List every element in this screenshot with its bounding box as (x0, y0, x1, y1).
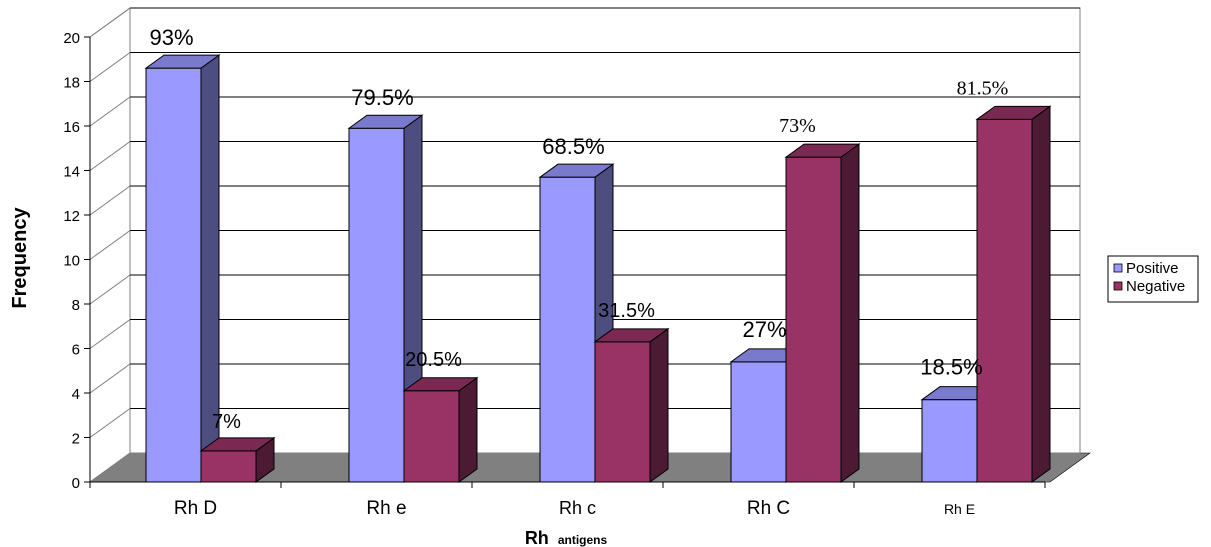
y-tick-label: 4 (72, 386, 80, 403)
gridline-side (89, 96, 131, 127)
y-tick-label: 12 (63, 208, 80, 225)
bar-positive-1 (348, 127, 405, 483)
bar-side (840, 143, 860, 483)
bar-top (593, 328, 670, 343)
bar-positive-0 (145, 67, 202, 483)
gridline-side (89, 141, 131, 171)
x-tick-label: Rh D (174, 498, 217, 519)
data-label-positive-0: 93% (149, 25, 193, 50)
data-label-negative-0: 7% (212, 411, 241, 433)
x-axis: Rh D Rh e Rh c Rh C Rh E (89, 481, 1046, 519)
data-label-negative-1: 20.5% (405, 349, 462, 371)
bar-top (199, 437, 276, 452)
y-tick-label: 2 (72, 431, 80, 448)
bar-positive-2 (539, 176, 596, 483)
bar-side (649, 327, 669, 483)
x-axis-title-sub: antigens (558, 533, 608, 547)
y-tick-label: 6 (72, 342, 80, 359)
y-tick-label: 14 (63, 164, 80, 181)
bar-top (402, 377, 479, 392)
data-labels: 93% 7% 79.5% 20.5% 68.5% 31.5% 27% 73% 18.5% 81.5… (149, 25, 1008, 433)
bar-top (347, 114, 424, 129)
y-tick-label: 10 (63, 253, 80, 270)
data-label-positive-3: 27% (742, 317, 786, 342)
bar-negative-3 (785, 156, 842, 483)
bar-negative-4 (976, 118, 1033, 483)
x-axis-title-main: Rh (525, 528, 549, 547)
gridline-side (89, 230, 131, 260)
bar-negative-0 (200, 450, 257, 483)
data-label-positive-4: 18.5% (920, 355, 982, 380)
x-tick-label: Rh E (944, 501, 975, 517)
bar-top (144, 54, 221, 69)
bar-top (538, 163, 615, 178)
legend-box (1107, 255, 1199, 303)
bars-group (144, 54, 1052, 483)
data-label-positive-2: 68.5% (542, 134, 604, 159)
bar-top (784, 143, 861, 158)
bar-side (458, 376, 478, 483)
data-label-negative-4: 81.5% (957, 77, 1009, 99)
x-axis-title: Rh antigens (525, 528, 608, 547)
gridline-side (89, 185, 131, 216)
y-tick-label: 0 (72, 475, 80, 492)
legend: Positive Negative (1107, 255, 1199, 303)
gridline-side (89, 274, 131, 305)
data-label-negative-3: 73% (779, 115, 816, 137)
bar-side (1031, 105, 1051, 483)
gridline-side (89, 319, 131, 349)
legend-label-negative: Negative (1126, 278, 1185, 295)
y-tick-label: 16 (63, 119, 80, 136)
legend-label-positive: Positive (1126, 260, 1179, 277)
bar-negative-2 (594, 341, 651, 483)
gridline-side (89, 7, 131, 38)
data-label-positive-1: 79.5% (351, 85, 413, 110)
y-tick-label: 20 (63, 30, 80, 47)
bar-positive-4 (921, 399, 978, 483)
bar-negative-1 (403, 390, 460, 483)
gridline-side (89, 408, 131, 438)
data-label-negative-2: 31.5% (598, 300, 655, 322)
y-axis-title: Frequency (9, 207, 31, 309)
bar-top (975, 105, 1052, 120)
legend-swatch-negative (1113, 281, 1123, 291)
x-tick-label: Rh e (366, 498, 406, 519)
y-tick-label: 8 (72, 297, 80, 314)
gridline-side (89, 452, 131, 483)
y-tick-label: 18 (63, 75, 80, 92)
x-tick-label: Rh C (747, 498, 790, 519)
bar-positive-3 (730, 361, 787, 483)
gridline-side (89, 52, 131, 82)
y-axis: 0 2 4 6 8 10 12 14 16 18 20 (63, 30, 91, 492)
x-tick-label: Rh c (559, 498, 596, 518)
legend-swatch-positive (1113, 263, 1123, 273)
gridline-side (89, 363, 131, 394)
